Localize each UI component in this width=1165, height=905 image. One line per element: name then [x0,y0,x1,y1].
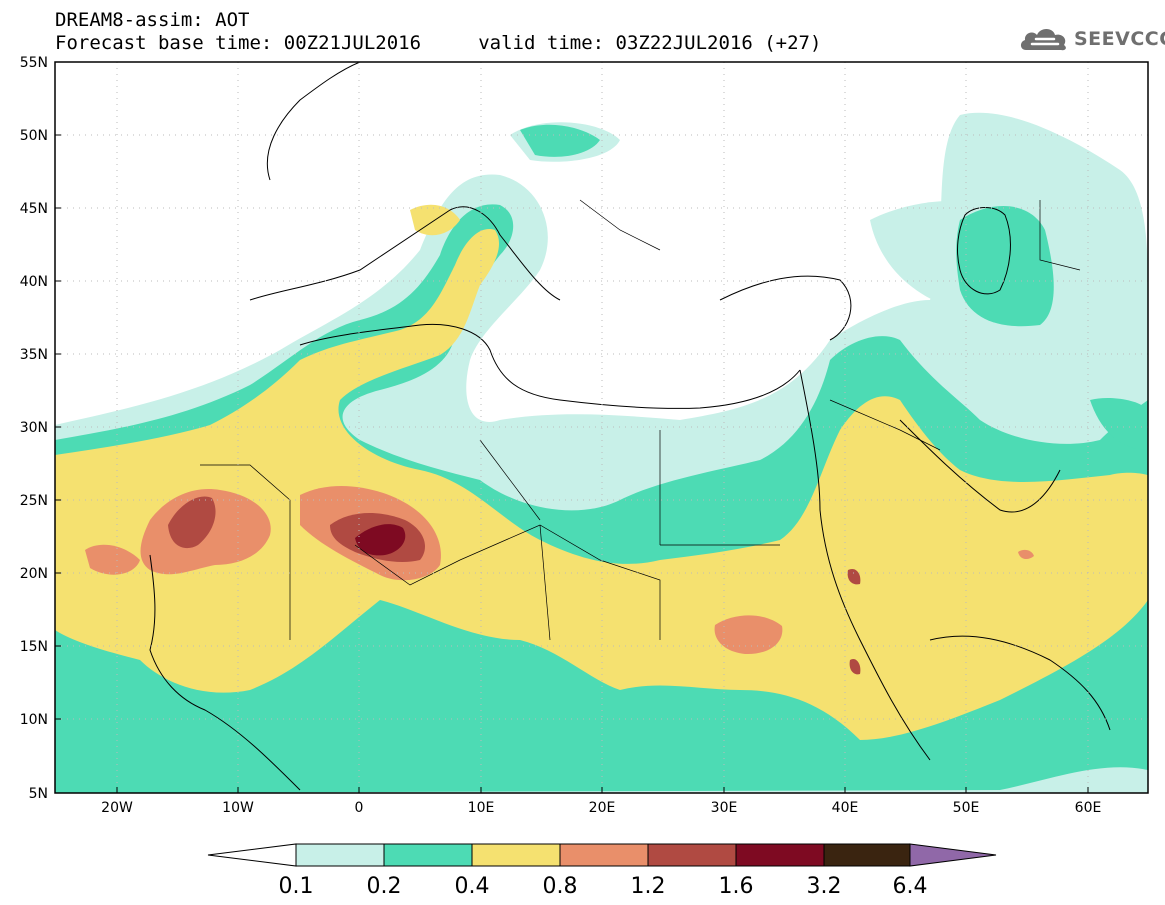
brand-name: SEEVCCC [1074,28,1165,50]
colorbar-swatch [823,843,911,867]
aot-level-1.6 [355,524,406,556]
lat-label: 30N [20,420,48,436]
lon-label: 0 [355,800,364,816]
lat-label: 40N [20,274,48,290]
lat-label: 25N [20,493,48,509]
colorbar-label: 6.4 [893,874,928,899]
colorbar-high-arrow [909,843,997,867]
lon-label: 10E [468,800,495,816]
colorbar-swatch [471,843,561,867]
colorbar-low-arrow [207,843,297,867]
colorbar: 0.1 0.2 0.4 0.8 1.2 1.6 3.2 6.4 [207,843,997,899]
cloud-logo-icon [1020,29,1066,51]
coastlines [149,62,1111,791]
aot-map: 55N 50N 45N 40N 35N 30N 25N 20N 15N 10N … [20,55,1149,816]
brand-logo: SEEVCCC [1018,24,1165,54]
colorbar-swatch [295,843,385,867]
colorbar-swatch [647,843,737,867]
lat-label: 45N [20,201,48,217]
lon-label: 20E [589,800,616,816]
lat-label: 10N [20,712,48,728]
colorbar-label: 0.8 [543,874,578,899]
chart-title: DREAM8-assim: AOT [55,9,250,31]
colorbar-label: 1.2 [631,874,666,899]
lat-label: 55N [20,55,48,71]
lon-labels: 20W 10W 0 10E 20E 30E 40E 50E 60E [101,800,1101,816]
colorbar-swatch [735,843,825,867]
lat-label: 35N [20,347,48,363]
lon-label: 10W [222,800,254,816]
forecast-times: Forecast base time: 00Z21JUL2016 valid t… [55,32,822,54]
lon-label: 20W [101,800,133,816]
lat-label: 20N [20,566,48,582]
lon-label: 30E [711,800,738,816]
colorbar-label: 0.1 [279,874,314,899]
lon-label: 40E [832,800,859,816]
colorbar-label: 0.2 [367,874,402,899]
axis-ticks [55,61,1089,794]
colorbar-label: 3.2 [807,874,842,899]
lat-label: 50N [20,128,48,144]
colorbar-labels: 0.1 0.2 0.4 0.8 1.2 1.6 3.2 6.4 [279,874,928,899]
colorbar-swatch [383,843,473,867]
colorbar-label: 0.4 [455,874,490,899]
lat-labels: 55N 50N 45N 40N 35N 30N 25N 20N 15N 10N … [20,55,48,802]
lon-label: 50E [953,800,980,816]
colorbar-swatch [559,843,649,867]
gridlines [55,62,1148,793]
country-borders [200,199,1081,641]
colorbar-label: 1.6 [719,874,754,899]
lat-label: 15N [20,639,48,655]
lat-label: 5N [29,786,48,802]
lon-label: 60E [1075,800,1102,816]
